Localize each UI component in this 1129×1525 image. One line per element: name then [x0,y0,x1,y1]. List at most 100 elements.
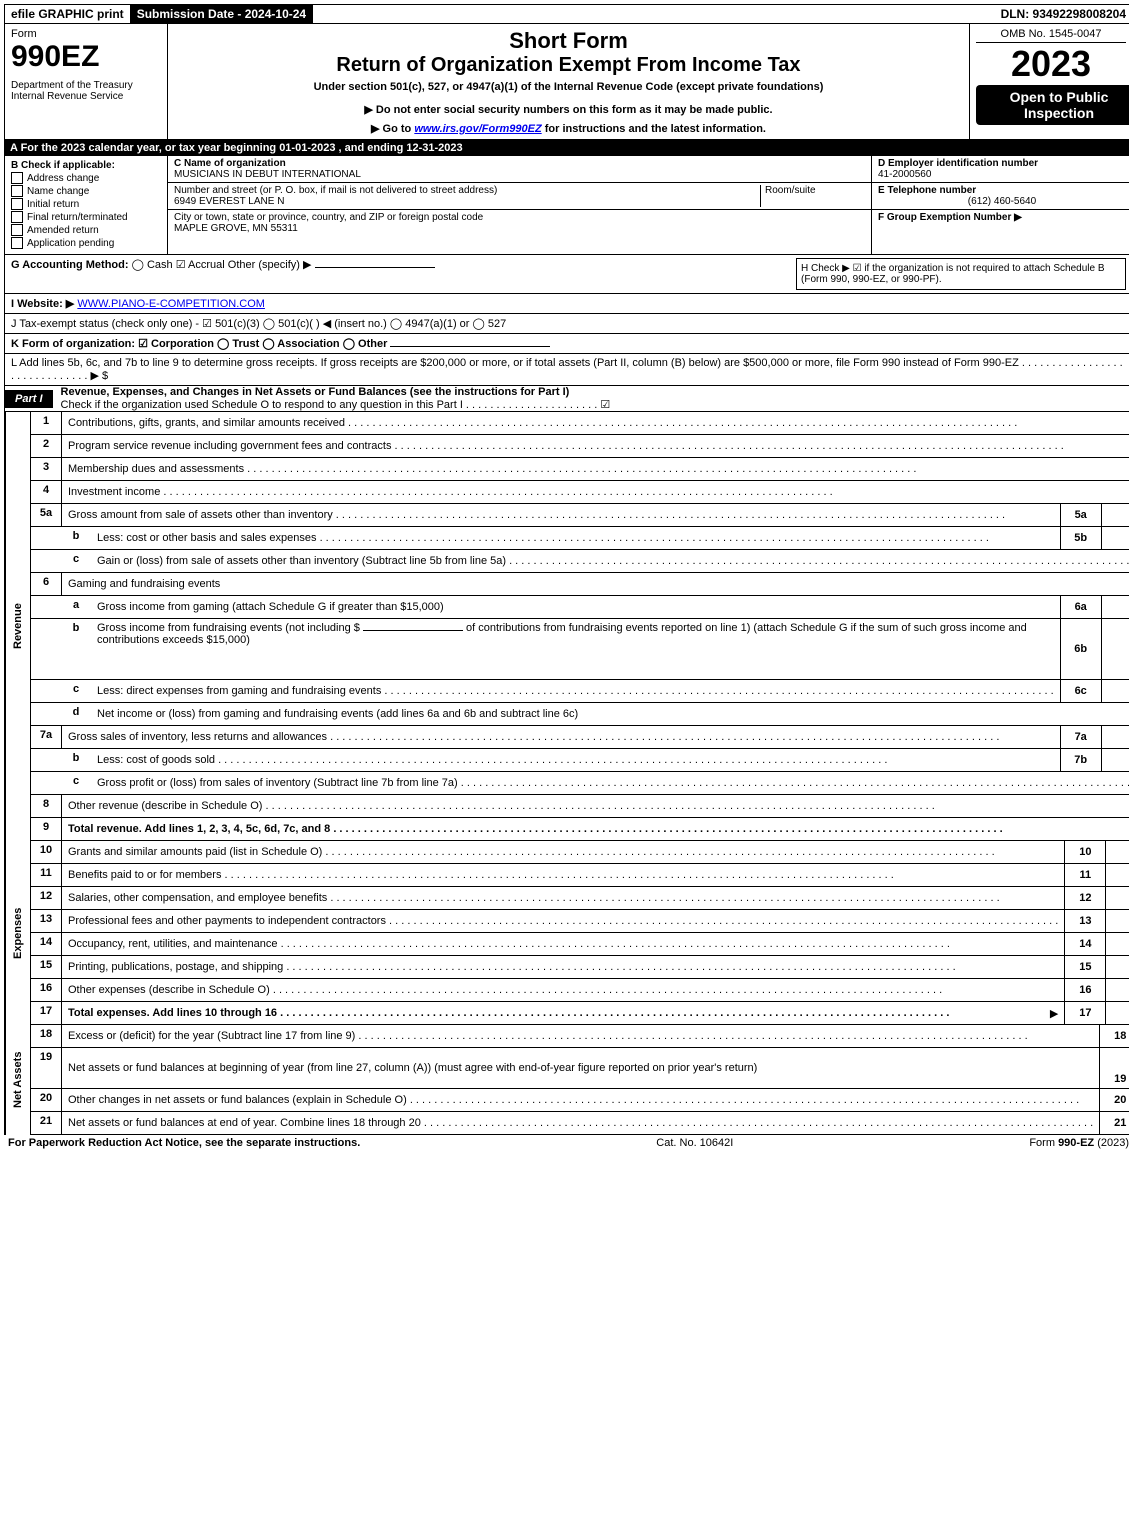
sections-bcdef: B Check if applicable: Address change Na… [4,156,1129,255]
section-a: A For the 2023 calendar year, or tax yea… [4,140,1129,156]
tax-year: 2023 [976,43,1126,85]
line-val [1105,933,1129,955]
line-val [1105,841,1129,863]
line-no: 17 [31,1002,62,1024]
line-11: 11 Benefits paid to or for members 11 [30,864,1129,887]
omb: OMB No. 1545-0047 [976,28,1126,43]
inset-val [1102,749,1129,771]
inset-label: 5a [1060,504,1102,526]
topbar: efile GRAPHIC print Submission Date - 20… [4,4,1129,24]
line-no: d [61,703,91,725]
revenue-lines: 1 Contributions, gifts, grants, and simi… [30,412,1129,841]
ein-label: D Employer identification number [878,158,1126,169]
line-desc: Occupancy, rent, utilities, and maintena… [68,938,1058,950]
section-k-text: K Form of organization: ☑ Corporation ◯ … [11,338,387,350]
vlabel-netassets: Net Assets [5,1025,30,1135]
line-desc: Printing, publications, postage, and shi… [68,961,1058,973]
line-desc: Excess or (deficit) for the year (Subtra… [68,1030,1093,1042]
ein: 41-2000560 [878,169,1126,180]
cb-label: Initial return [27,199,79,210]
cb-final-return[interactable]: Final return/terminated [11,211,161,223]
line-desc: Membership dues and assessments [68,463,1129,475]
inset-val [1102,504,1129,526]
room-label: Room/suite [760,185,865,207]
expenses-lines: 10 Grants and similar amounts paid (list… [30,841,1129,1025]
note-goto: ▶ Go to www.irs.gov/Form990EZ for instru… [174,122,963,135]
k-other-input[interactable] [390,346,550,347]
line-ref: 21 [1099,1112,1129,1134]
other-specify: Other (specify) ▶ [228,259,312,271]
cb-label: Address change [27,173,99,184]
line-no: 12 [31,887,62,909]
cb-address-change[interactable]: Address change [11,172,161,184]
line-no: 1 [31,412,62,434]
line-desc: Investment income [68,486,1129,498]
accrual-label: Accrual [188,259,225,271]
netassets-lines: 18 Excess or (deficit) for the year (Sub… [30,1025,1129,1135]
arrow-icon: ▶ [1050,1007,1058,1020]
line-15: 15 Printing, publications, postage, and … [30,956,1129,979]
phone: (612) 460-5640 [878,196,1126,207]
line-val: 675 [1105,910,1129,932]
cb-amended[interactable]: Amended return [11,224,161,236]
section-e: E Telephone number (612) 460-5640 [872,183,1129,210]
cb-initial-return[interactable]: Initial return [11,198,161,210]
line-desc: Less: direct expenses from gaming and fu… [97,685,1054,697]
line-desc: Gross sales of inventory, less returns a… [68,731,1054,743]
line-no: 20 [31,1089,62,1111]
line-desc: Gaming and fundraising events [62,573,1129,595]
cb-accrual[interactable]: ☑ Accrual [176,259,225,271]
line-no: 19 [31,1048,62,1088]
line-ref: 20 [1099,1089,1129,1111]
cb-name-change[interactable]: Name change [11,185,161,197]
inset-label: 7b [1060,749,1102,771]
section-j: J Tax-exempt status (check only one) - ☑… [4,314,1129,334]
submission-date: Submission Date - 2024-10-24 [131,5,313,23]
cb-cash[interactable]: ◯ Cash [132,259,173,271]
line-5c: c Gain or (loss) from sale of assets oth… [30,550,1129,573]
subtitle: Under section 501(c), 527, or 4947(a)(1)… [174,81,963,93]
line-6d: d Net income or (loss) from gaming and f… [30,703,1129,726]
efile-label[interactable]: efile GRAPHIC print [5,5,131,23]
line-7c: c Gross profit or (loss) from sales of i… [30,772,1129,795]
line-7b: b Less: cost of goods sold 7b [30,749,1129,772]
line-desc: Gross profit or (loss) from sales of inv… [97,777,1129,789]
line-ref: 14 [1064,933,1105,955]
irs-link[interactable]: www.irs.gov/Form990EZ [414,123,541,135]
line-no: 14 [31,933,62,955]
other-input[interactable] [315,267,435,268]
line-desc: Other expenses (describe in Schedule O) [68,984,1058,996]
line-3: 3 Membership dues and assessments 3 [30,458,1129,481]
section-c: C Name of organization MUSICIANS IN DEBU… [168,156,871,254]
line-desc: Gain or (loss) from sale of assets other… [97,555,1129,567]
cash-label: Cash [147,259,173,271]
line-no: 13 [31,910,62,932]
vlabel-revenue: Revenue [5,412,30,841]
line-21: 21 Net assets or fund balances at end of… [30,1112,1129,1135]
street-cell: Number and street (or P. O. box, if mail… [168,183,871,210]
line-no: 11 [31,864,62,886]
cb-application-pending[interactable]: Application pending [11,237,161,249]
org-name: MUSICIANS IN DEBUT INTERNATIONAL [174,169,865,180]
line-desc: Other changes in net assets or fund bala… [68,1094,1093,1106]
line-no: 5a [31,504,62,526]
inset-label: 6b [1060,619,1102,679]
contrib-input[interactable] [363,630,463,631]
line-no: c [61,550,91,572]
line-ref: 18 [1099,1025,1129,1047]
website-link[interactable]: WWW.PIANO-E-COMPETITION.COM [77,298,265,310]
line-ref: 15 [1064,956,1105,978]
title-return: Return of Organization Exempt From Incom… [174,54,963,77]
footer-right: Form 990-EZ (2023) [1029,1137,1129,1149]
accounting-label: G Accounting Method: [11,259,129,271]
city-label: City or town, state or province, country… [174,212,865,223]
header-right: OMB No. 1545-0047 2023 Open to Public In… [969,24,1129,139]
part1-tab: Part I [5,390,53,408]
line-6: 6 Gaming and fundraising events [30,573,1129,596]
line-desc: Less: cost or other basis and sales expe… [97,532,1054,544]
inset-label: 7a [1060,726,1102,748]
line-14: 14 Occupancy, rent, utilities, and maint… [30,933,1129,956]
inset-label: 6a [1060,596,1102,618]
section-i: I Website: ▶ WWW.PIANO-E-COMPETITION.COM [4,294,1129,314]
note-ssn: ▶ Do not enter social security numbers o… [174,103,963,116]
